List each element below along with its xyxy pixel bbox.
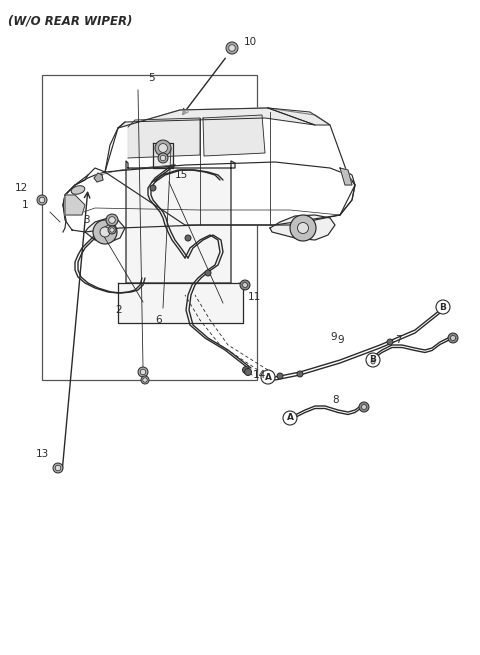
Text: 3: 3 xyxy=(83,215,90,225)
Circle shape xyxy=(138,367,148,377)
Circle shape xyxy=(226,42,238,54)
Circle shape xyxy=(298,223,309,233)
Text: 1: 1 xyxy=(22,200,29,210)
Text: 7: 7 xyxy=(395,335,402,345)
Text: 2: 2 xyxy=(115,305,121,315)
Circle shape xyxy=(37,195,47,205)
Bar xyxy=(42,75,257,380)
Circle shape xyxy=(277,373,283,379)
Polygon shape xyxy=(270,215,335,240)
Circle shape xyxy=(160,155,166,160)
Circle shape xyxy=(228,45,235,51)
Ellipse shape xyxy=(71,186,85,195)
Circle shape xyxy=(297,371,303,377)
Text: 6: 6 xyxy=(155,315,162,325)
Circle shape xyxy=(158,153,168,163)
Text: A: A xyxy=(287,413,293,422)
Text: 13: 13 xyxy=(36,449,49,459)
Circle shape xyxy=(39,197,45,203)
Polygon shape xyxy=(203,115,265,156)
Text: B: B xyxy=(440,303,446,312)
Circle shape xyxy=(290,215,316,241)
Circle shape xyxy=(108,217,115,223)
Text: (W/O REAR WIPER): (W/O REAR WIPER) xyxy=(8,14,132,27)
Circle shape xyxy=(240,280,250,290)
Circle shape xyxy=(108,226,116,234)
Text: 10: 10 xyxy=(244,37,257,47)
Circle shape xyxy=(205,270,211,276)
Text: 9: 9 xyxy=(330,332,336,342)
Circle shape xyxy=(242,282,248,288)
Polygon shape xyxy=(63,162,355,232)
Circle shape xyxy=(436,300,450,314)
Text: 8: 8 xyxy=(332,395,338,405)
Circle shape xyxy=(371,360,375,364)
Circle shape xyxy=(53,463,63,473)
Circle shape xyxy=(244,369,252,375)
Polygon shape xyxy=(340,168,352,185)
Text: A: A xyxy=(264,373,272,381)
Circle shape xyxy=(140,369,146,375)
Circle shape xyxy=(155,140,171,156)
Polygon shape xyxy=(65,195,85,215)
Circle shape xyxy=(451,335,456,341)
Circle shape xyxy=(110,228,114,233)
Circle shape xyxy=(448,333,458,343)
Text: B: B xyxy=(370,356,376,364)
Text: 15: 15 xyxy=(175,170,188,180)
Circle shape xyxy=(93,220,117,244)
Polygon shape xyxy=(126,161,235,283)
Circle shape xyxy=(242,367,250,373)
Text: 12: 12 xyxy=(15,183,28,193)
Circle shape xyxy=(361,405,367,409)
Circle shape xyxy=(143,378,147,383)
Polygon shape xyxy=(268,108,330,125)
Circle shape xyxy=(106,214,118,226)
Polygon shape xyxy=(128,118,200,158)
Polygon shape xyxy=(85,218,125,242)
Polygon shape xyxy=(105,108,355,225)
Circle shape xyxy=(359,402,369,412)
Text: 14: 14 xyxy=(253,370,266,380)
Text: 9: 9 xyxy=(337,335,344,345)
Circle shape xyxy=(55,465,61,471)
Circle shape xyxy=(289,413,295,419)
Circle shape xyxy=(185,235,191,241)
Circle shape xyxy=(261,370,275,384)
Text: 5: 5 xyxy=(148,73,155,83)
Polygon shape xyxy=(94,173,103,182)
Circle shape xyxy=(366,353,380,367)
Circle shape xyxy=(158,143,168,153)
Circle shape xyxy=(369,358,377,366)
Circle shape xyxy=(100,227,110,237)
Circle shape xyxy=(141,376,149,384)
Circle shape xyxy=(150,185,156,191)
Polygon shape xyxy=(118,108,315,128)
Polygon shape xyxy=(153,143,173,168)
Text: 11: 11 xyxy=(248,292,261,302)
Polygon shape xyxy=(118,283,243,323)
Circle shape xyxy=(283,411,297,425)
Circle shape xyxy=(387,339,393,345)
